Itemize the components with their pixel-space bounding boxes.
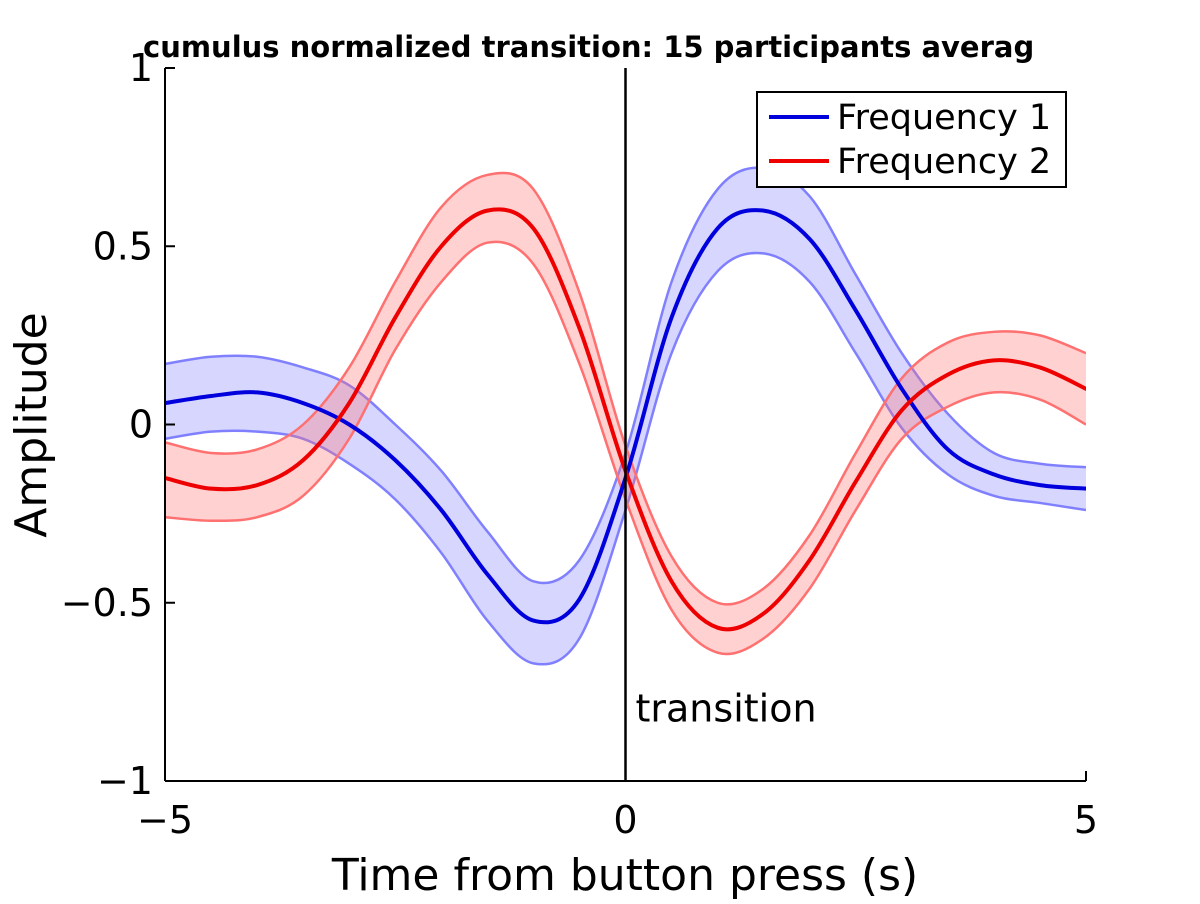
y-tick-label: 1 (129, 46, 153, 90)
y-tick-label: 0 (129, 403, 153, 447)
legend: Frequency 1 Frequency 2 (756, 91, 1067, 188)
series-lines (165, 207, 1086, 632)
transition-label: transition (636, 687, 817, 731)
band-frequency-1 (165, 167, 1086, 665)
legend-label-frequency-1: Frequency 1 (837, 98, 1051, 138)
x-tick-label: 5 (1074, 798, 1098, 842)
legend-label-frequency-2: Frequency 2 (837, 142, 1051, 182)
x-axis-label: Time from button press (s) (331, 850, 918, 900)
chart-title: cumulus normalized transition: 15 partic… (143, 30, 1034, 64)
title-clip-mask (1050, 25, 1090, 65)
legend-box (756, 91, 1067, 188)
band-upper-edge-frequency-1 (165, 166, 1086, 585)
band-upper-edge-frequency-2 (165, 171, 1086, 606)
y-tick-label: 0.5 (93, 224, 153, 268)
y-tick-label: −1 (97, 759, 153, 803)
y-axis-label: Amplitude (6, 312, 57, 537)
ticks: −1 −0.5 0 0.5 1 −5 0 5 (61, 46, 1098, 842)
band-lower-edge-frequency-1 (165, 251, 1086, 666)
band-frequency-2 (165, 172, 1086, 655)
series-line-frequency-1 (165, 208, 1086, 625)
x-tick-label: 0 (613, 798, 637, 842)
y-tick-label: −0.5 (61, 581, 153, 625)
series-line-frequency-2 (165, 207, 1086, 632)
x-tick-label: −5 (137, 798, 193, 842)
